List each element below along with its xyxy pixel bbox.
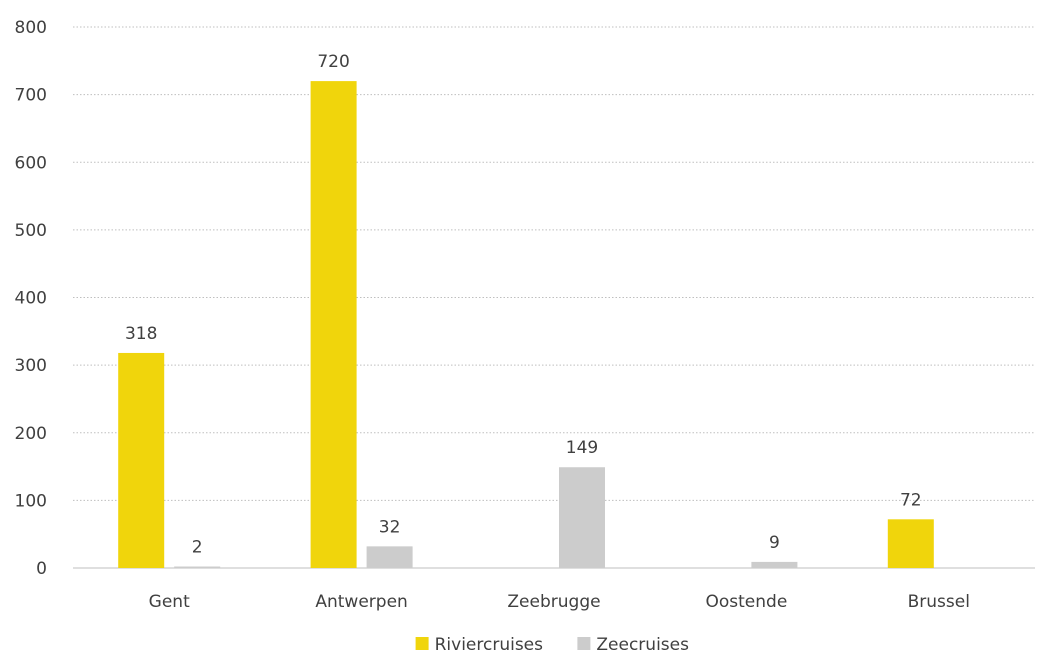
- gridlines: [73, 26, 1035, 569]
- legend-label-zeecruises: Zeecruises: [596, 635, 689, 655]
- legend-label-riviercruises: Riviercruises: [435, 635, 544, 655]
- legend: Riviercruises Zeecruises: [415, 635, 689, 655]
- y-tick-label-700: 700: [15, 86, 47, 106]
- legend-swatch-zeecruises: [577, 637, 591, 650]
- data-label-brussel-riviercruises: 72: [900, 490, 922, 510]
- y-tick-label-0: 0: [36, 559, 47, 579]
- y-tick-label-300: 300: [15, 356, 47, 376]
- y-tick-label-500: 500: [15, 221, 47, 241]
- bar-antwerpen-riviercruises: [310, 81, 357, 568]
- data-label-oostende-zeecruises: 9: [769, 533, 780, 553]
- data-label-gent-riviercruises: 318: [125, 324, 157, 344]
- data-label-zeebrugge-zeecruises: 149: [566, 438, 598, 458]
- category-label-brussel: Brussel: [908, 592, 970, 612]
- bar-gent-zeecruises: [174, 566, 221, 568]
- y-axis-ticks: 0 100 200 300 400 500 600 700 800: [15, 18, 47, 579]
- bar-brussel-riviercruises: [887, 519, 934, 568]
- y-tick-label-800: 800: [15, 18, 47, 38]
- bars: [118, 81, 934, 568]
- category-label-oostende: Oostende: [706, 592, 788, 612]
- legend-swatch-riviercruises: [415, 637, 429, 650]
- bar-zeebrugge-zeecruises: [559, 467, 605, 568]
- category-label-antwerpen: Antwerpen: [315, 592, 407, 612]
- data-labels: 318 2 720 32 149 9 72: [125, 52, 922, 557]
- bar-gent-riviercruises: [118, 352, 165, 568]
- y-tick-label-400: 400: [15, 289, 47, 309]
- data-label-gent-zeecruises: 2: [192, 538, 203, 558]
- data-label-antwerpen-riviercruises: 720: [317, 52, 349, 72]
- y-tick-label-600: 600: [15, 153, 47, 173]
- bar-antwerpen-zeecruises: [366, 546, 413, 568]
- category-label-zeebrugge: Zeebrugge: [507, 592, 600, 612]
- category-label-gent: Gent: [149, 592, 190, 612]
- bar-oostende-zeecruises: [751, 561, 798, 568]
- y-tick-label-200: 200: [15, 424, 47, 444]
- y-tick-label-100: 100: [15, 491, 47, 511]
- data-label-antwerpen-zeecruises: 32: [379, 517, 401, 537]
- x-axis-categories: Gent Antwerpen Zeebrugge Oostende Brussel: [149, 592, 970, 612]
